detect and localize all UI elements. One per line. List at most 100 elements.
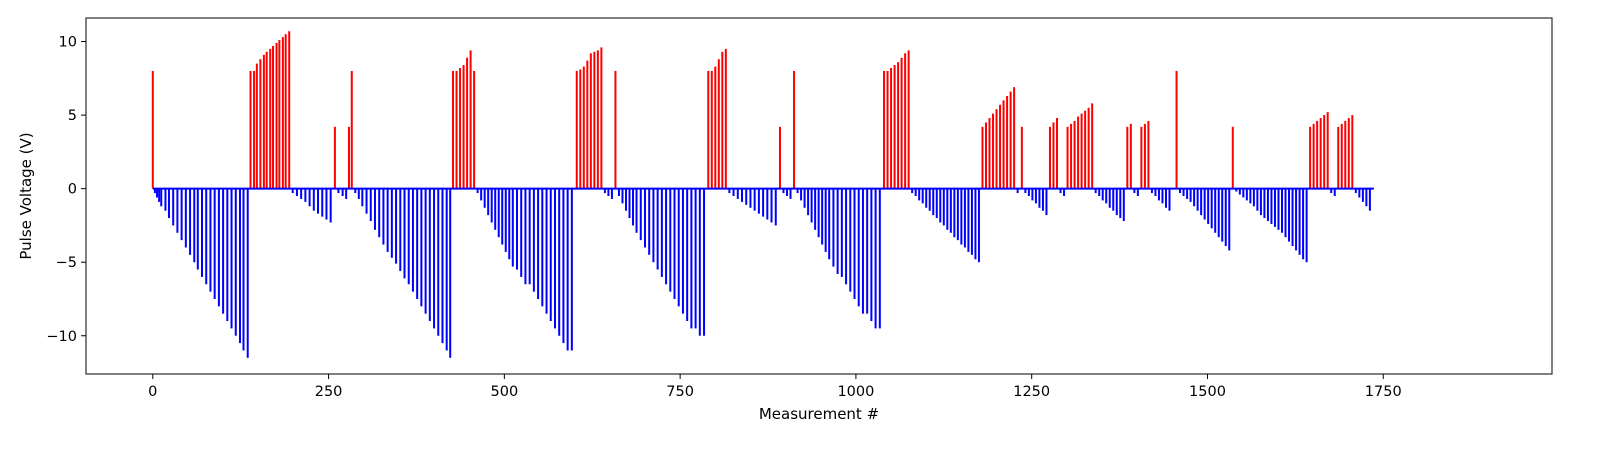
bar xyxy=(1354,188,1357,194)
bar xyxy=(1119,188,1122,219)
bar xyxy=(153,188,156,194)
bar xyxy=(246,188,249,358)
bar xyxy=(939,188,942,223)
bar xyxy=(793,70,796,189)
bar xyxy=(874,188,877,329)
bar xyxy=(582,66,585,189)
bar xyxy=(466,57,469,189)
bar xyxy=(528,188,531,285)
bar xyxy=(1129,123,1132,189)
plot-frame xyxy=(85,17,1553,375)
bar xyxy=(1179,188,1182,194)
bar xyxy=(196,188,199,270)
bar xyxy=(803,188,806,208)
bar xyxy=(807,188,810,216)
bar xyxy=(269,48,272,189)
bar xyxy=(449,188,452,358)
bar xyxy=(1038,188,1041,208)
bar xyxy=(728,188,731,194)
bar xyxy=(537,188,540,299)
bar xyxy=(1273,188,1276,227)
bar xyxy=(1295,188,1298,251)
bar xyxy=(1126,126,1129,189)
x-tick-label: 1500 xyxy=(1189,384,1226,400)
bar xyxy=(386,188,389,252)
bar xyxy=(1147,120,1150,189)
bar xyxy=(1235,188,1238,192)
bar xyxy=(1337,126,1340,189)
bar xyxy=(1027,188,1030,196)
bar xyxy=(1200,188,1203,216)
bar xyxy=(424,188,427,314)
bar xyxy=(817,188,820,238)
bar xyxy=(295,188,298,196)
y-axis: −10 −5 0 5 10 xyxy=(46,35,86,345)
bar xyxy=(562,188,565,344)
bar xyxy=(1101,188,1104,201)
bar xyxy=(1013,87,1016,189)
bar xyxy=(570,188,573,351)
bar xyxy=(1052,122,1055,189)
bar xyxy=(222,188,225,314)
bar xyxy=(774,188,777,226)
bar xyxy=(524,188,527,285)
bar xyxy=(160,188,163,207)
bar xyxy=(1284,188,1287,238)
bar xyxy=(953,188,956,238)
bar xyxy=(558,188,561,336)
bar xyxy=(1228,188,1231,251)
bar xyxy=(205,188,208,285)
bar xyxy=(259,59,262,189)
bar xyxy=(1094,188,1097,194)
bar xyxy=(1175,70,1178,189)
bar xyxy=(1087,107,1090,189)
bar xyxy=(511,188,514,267)
bar xyxy=(981,126,984,189)
bar xyxy=(589,53,592,189)
bar xyxy=(745,188,748,205)
bar xyxy=(866,188,869,314)
bar xyxy=(1252,188,1255,207)
bar xyxy=(1091,103,1094,189)
bar xyxy=(857,188,860,307)
bar xyxy=(341,188,344,196)
bar xyxy=(520,188,523,277)
bar xyxy=(1291,188,1294,247)
bar xyxy=(462,65,465,189)
bar xyxy=(970,188,973,255)
bar xyxy=(566,188,569,351)
bar xyxy=(238,188,241,344)
bar xyxy=(483,188,486,208)
bar xyxy=(1196,188,1199,211)
x-tick-label: 0 xyxy=(148,384,157,400)
bar xyxy=(600,47,603,189)
bar xyxy=(942,188,945,226)
x-tick-label: 1250 xyxy=(1013,384,1050,400)
bar xyxy=(1298,188,1301,255)
bar xyxy=(914,188,917,196)
bar xyxy=(1344,120,1347,189)
bar xyxy=(164,188,167,211)
y-tick-label: 10 xyxy=(59,35,77,51)
bar xyxy=(603,188,606,194)
bar xyxy=(721,51,724,189)
bar xyxy=(217,188,220,307)
bar xyxy=(669,188,672,292)
bar xyxy=(1136,188,1139,196)
bar xyxy=(1305,188,1308,263)
bar xyxy=(1263,188,1266,219)
bar xyxy=(999,104,1002,189)
bar xyxy=(1249,188,1252,204)
bar xyxy=(1217,188,1220,238)
bar xyxy=(428,188,431,322)
bar xyxy=(329,188,332,223)
bar xyxy=(1340,123,1343,189)
bar xyxy=(1002,100,1005,189)
bar xyxy=(545,188,548,314)
bar xyxy=(1112,188,1115,211)
bar xyxy=(694,188,697,329)
bar xyxy=(278,40,281,189)
bar xyxy=(1041,188,1044,211)
bar xyxy=(632,188,635,226)
bar xyxy=(1207,188,1210,224)
